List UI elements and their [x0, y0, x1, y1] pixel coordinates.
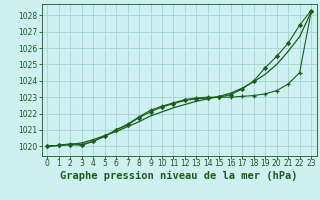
X-axis label: Graphe pression niveau de la mer (hPa): Graphe pression niveau de la mer (hPa) [60, 171, 298, 181]
